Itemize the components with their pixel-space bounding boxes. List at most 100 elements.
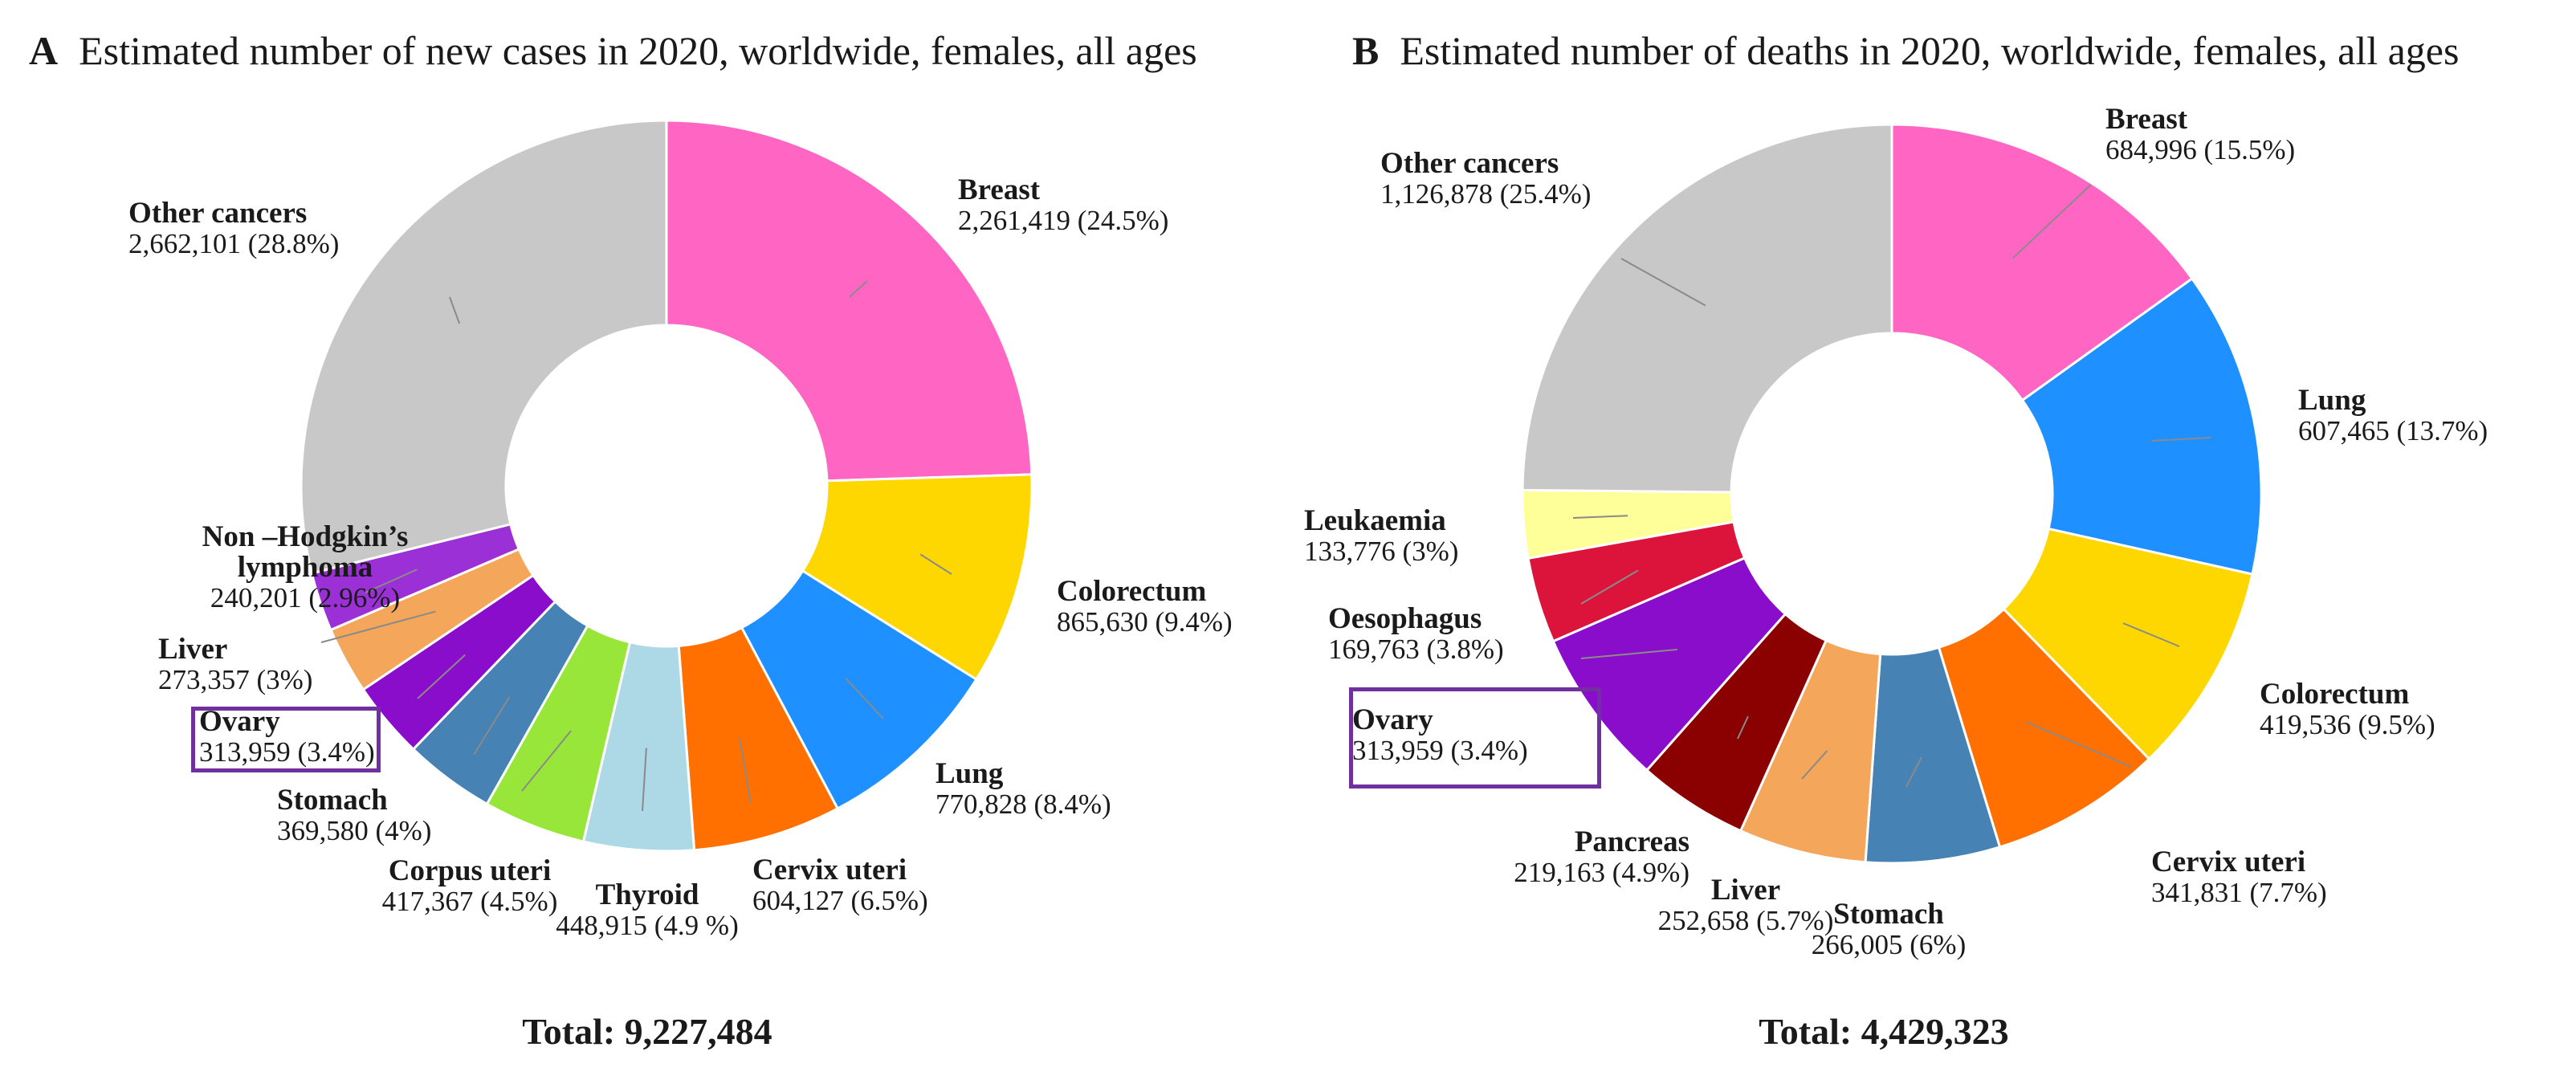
label-value-lung: 770,828 (8.4%) (935, 789, 1111, 820)
label-other-cancers: Other cancers 1,126,878 (25.4%) (1380, 149, 1591, 210)
leader-stomach (473, 696, 511, 756)
leader-cervix-uteri (739, 738, 752, 804)
label-pancreas: Pancreas 219,163 (4.9%) (1514, 827, 1689, 888)
panel-b-letter: B (1352, 28, 1380, 73)
label-lung: Lung 770,828 (8.4%) (935, 759, 1111, 820)
leader-thyroid (642, 748, 647, 812)
panel-a-new-cases: A Estimated number of new cases in 2020, … (29, 27, 1233, 1052)
label-value-liver: 273,357 (3%) (158, 664, 313, 695)
label-name-ovary: Ovary (1352, 703, 1433, 736)
label-name-corpus-uteri: Corpus uteri (388, 854, 552, 887)
leader-corpus-uteri (521, 730, 572, 792)
label-cervix-uteri: Cervix uteri 604,127 (6.5%) (752, 855, 928, 916)
label-name-non-hodgkin-s-lymphoma: Non –Hodgkin’s lymphoma (202, 520, 409, 584)
panel-a-letter: A (29, 28, 59, 73)
panel-a-title: A Estimated number of new cases in 2020, … (29, 27, 1197, 74)
label-value-colorectum: 419,536 (9.5%) (2260, 709, 2435, 740)
leader-cervix-uteri (2026, 721, 2132, 768)
leader-stomach (1906, 756, 1922, 788)
label-value-other-cancers: 1,126,878 (25.4%) (1380, 178, 1592, 210)
label-non-hodgkin-s-lymphoma: Non –Hodgkin’s lymphoma 240,201 (2.96%) (173, 522, 438, 613)
label-value-ovary: 313,959 (3.4%) (199, 736, 375, 768)
label-name-stomach: Stomach (1833, 898, 1944, 931)
label-value-ovary: 313,959 (3.4%) (1352, 735, 1528, 766)
label-name-liver: Liver (158, 633, 228, 666)
total-a: Total: 9,227,484 (522, 1011, 772, 1052)
label-breast: Breast 2,261,419 (24.5%) (958, 175, 1168, 236)
label-stomach: Stomach 266,005 (6%) (1812, 899, 1966, 960)
label-value-stomach: 369,580 (4%) (277, 815, 432, 846)
label-value-breast: 684,996 (15.5%) (2105, 134, 2296, 165)
label-ovary: Ovary 313,959 (3.4%) (1352, 705, 1528, 766)
label-value-cervix-uteri: 341,831 (7.7%) (2151, 877, 2327, 908)
label-name-stomach: Stomach (277, 784, 388, 817)
leader-breast (849, 280, 868, 298)
slice-colorectum (801, 473, 1033, 682)
leader-liver (1801, 750, 1828, 780)
slice-other-cancers (300, 119, 668, 575)
panel-b-title: B Estimated number of deaths in 2020, wor… (1352, 27, 2459, 74)
leader-other-cancers (449, 296, 461, 324)
label-value-stomach: 266,005 (6%) (1811, 929, 1967, 960)
label-name-breast: Breast (2105, 103, 2188, 136)
label-name-colorectum: Colorectum (2260, 678, 2410, 711)
label-leukaemia: Leukaemia 133,776 (3%) (1304, 506, 1458, 567)
slice-breast (665, 119, 1033, 483)
label-value-other-cancers: 2,662,101 (28.8%) (128, 228, 340, 259)
label-liver: Liver 252,658 (5.7%) (1658, 875, 1834, 936)
label-value-cervix-uteri: 604,127 (6.5%) (752, 885, 928, 916)
leader-liver (320, 610, 436, 643)
leader-breast (2012, 184, 2092, 259)
label-value-non-hodgkin-s-lymphoma: 240,201 (2.96%) (210, 582, 401, 613)
label-name-oesophagus: Oesophagus (1328, 602, 1482, 635)
label-name-breast: Breast (958, 173, 1041, 206)
panel-a-title-text: Estimated number of new cases in 2020, w… (79, 28, 1197, 73)
label-name-other-cancers: Other cancers (128, 197, 308, 230)
label-value-breast: 2,261,419 (24.5%) (958, 205, 1169, 236)
leader-other-cancers (1620, 258, 1706, 307)
label-name-thyroid: Thyroid (595, 878, 699, 911)
label-name-pancreas: Pancreas (1574, 825, 1689, 858)
chart-b-svg (1521, 123, 2263, 865)
label-breast: Breast 684,996 (15.5%) (2105, 104, 2295, 165)
label-thyroid: Thyroid 448,915 (4.9 %) (556, 880, 738, 941)
label-ovary: Ovary 313,959 (3.4%) (199, 707, 375, 768)
label-colorectum: Colorectum 865,630 (9.4%) (1057, 577, 1233, 638)
panel-b-deaths: B Estimated number of deaths in 2020, wor… (1288, 0, 2576, 1084)
label-other-cancers: Other cancers 2,662,101 (28.8%) (128, 198, 339, 259)
label-value-leukaemia: 133,776 (3%) (1304, 536, 1459, 567)
label-name-other-cancers: Other cancers (1380, 147, 1559, 180)
label-value-corpus-uteri: 417,367 (4.5%) (381, 886, 558, 917)
label-liver: Liver 273,357 (3%) (158, 634, 312, 695)
leader-oesophagus (1580, 569, 1639, 605)
label-name-lung: Lung (2298, 384, 2366, 417)
leader-leukaemia (1572, 515, 1628, 519)
slice-other-cancers (1521, 123, 1893, 494)
label-value-oesophagus: 169,763 (3.8%) (1328, 634, 1504, 665)
ovary-highlight-box-a (191, 707, 381, 772)
leader-lung (2151, 437, 2212, 442)
leader-ovary (1580, 648, 1678, 659)
label-name-liver: Liver (1710, 874, 1781, 907)
label-oesophagus: Oesophagus 169,763 (3.8%) (1328, 604, 1504, 665)
label-name-leukaemia: Leukaemia (1304, 504, 1446, 537)
label-name-colorectum: Colorectum (1057, 575, 1207, 608)
label-lung: Lung 607,465 (13.7%) (2298, 385, 2488, 446)
label-name-lung: Lung (935, 757, 1004, 790)
ovary-highlight-box-b (1349, 687, 1601, 789)
slice-lung (2020, 276, 2263, 576)
leader-colorectum (2122, 622, 2180, 647)
label-name-cervix-uteri: Cervix uteri (2151, 846, 2306, 878)
label-name-ovary: Ovary (199, 705, 280, 738)
label-value-lung: 607,465 (13.7%) (2298, 415, 2488, 446)
chart-a-svg (300, 119, 1033, 853)
panel-b-title-text: Estimated number of deaths in 2020, worl… (1400, 28, 2460, 73)
label-name-cervix-uteri: Cervix uteri (752, 854, 907, 886)
slice-colorectum (2002, 527, 2254, 761)
label-value-colorectum: 865,630 (9.4%) (1057, 606, 1233, 638)
leader-colorectum (919, 553, 952, 575)
label-stomach: Stomach 369,580 (4%) (277, 785, 431, 846)
total-b: Total: 4,429,323 (1759, 1011, 2009, 1052)
label-cervix-uteri: Cervix uteri 341,831 (7.7%) (2151, 847, 2327, 908)
slice-lung (740, 568, 978, 811)
